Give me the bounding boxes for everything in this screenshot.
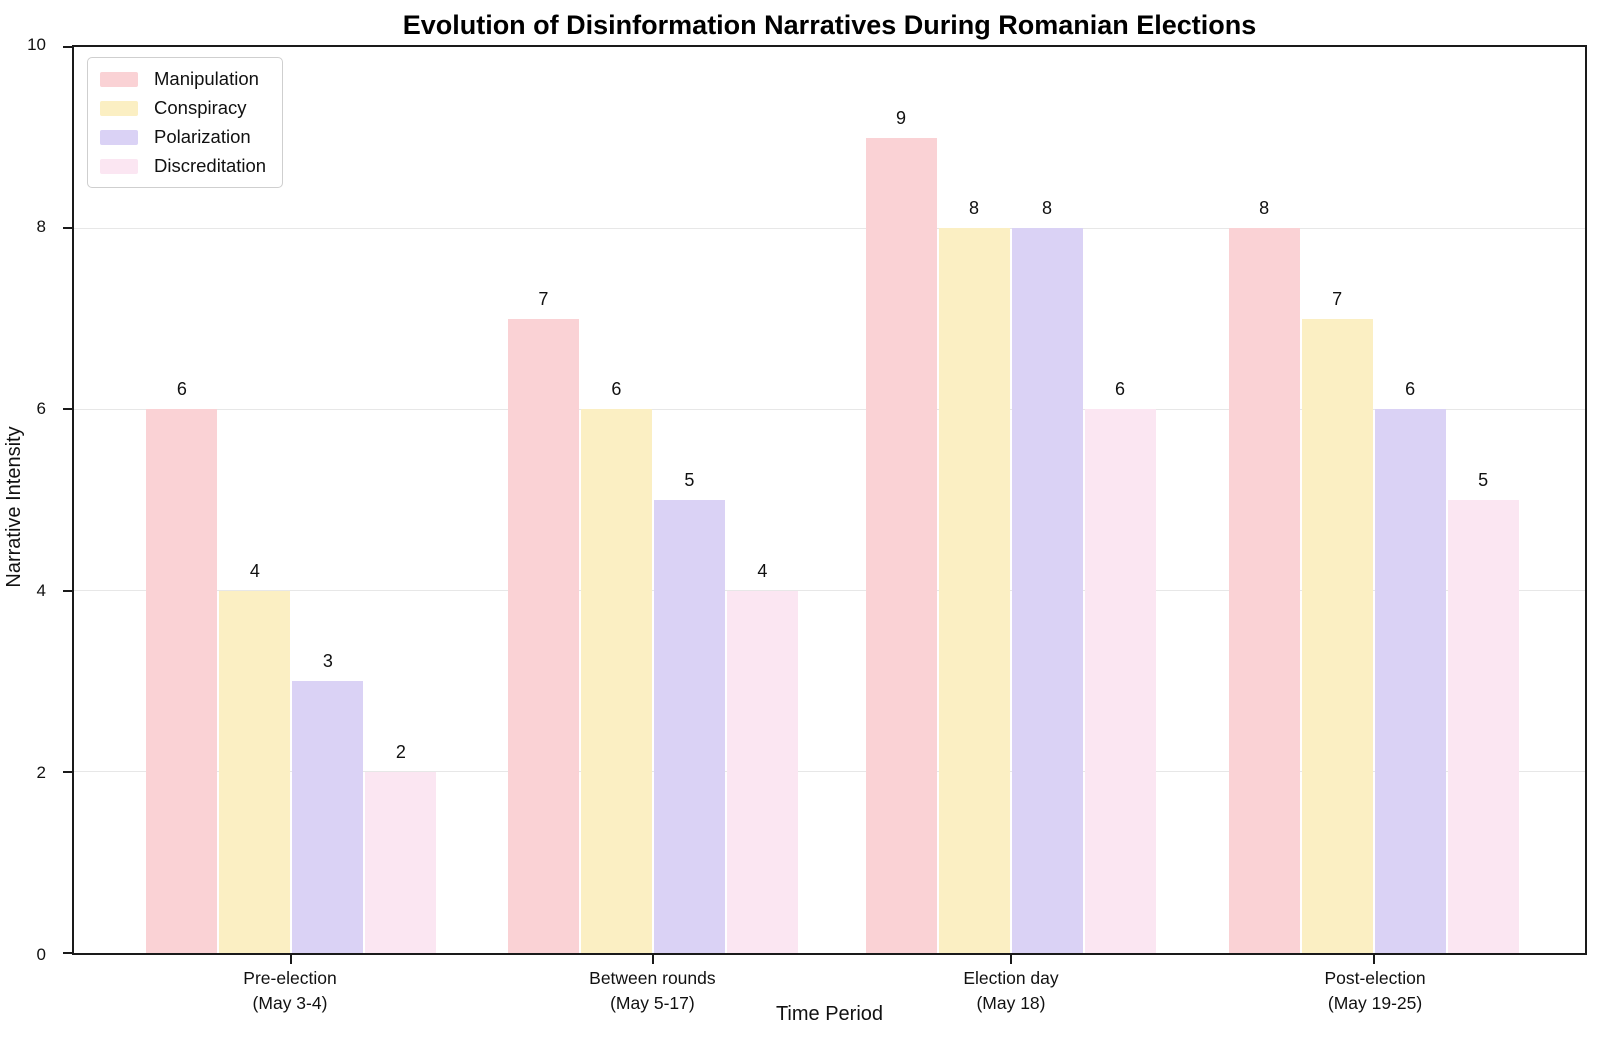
bar-fill — [1084, 409, 1156, 953]
bar-polarization-0: 3 — [292, 651, 364, 953]
legend-label: Polarization — [154, 126, 251, 147]
bar-value-label: 6 — [1115, 379, 1126, 400]
bar-fill — [146, 409, 218, 953]
bar-fill — [938, 228, 1010, 953]
bar-discreditation-3: 5 — [1447, 470, 1519, 953]
x-tick-label-0: Pre-election (May 3-4) — [243, 968, 337, 1013]
chart-title: Evolution of Disinformation Narratives D… — [402, 10, 1257, 40]
bar-value-label: 2 — [395, 741, 406, 762]
bar-value-label: 5 — [684, 470, 695, 490]
bar-fill — [507, 318, 579, 953]
bar-value-label: 3 — [322, 651, 333, 672]
y-tick-mark-4 — [63, 589, 72, 592]
y-tick-label-2: 2 — [36, 763, 46, 782]
bar-value-label: 8 — [1042, 198, 1053, 219]
x-tick-mark-3 — [1372, 955, 1375, 964]
x-axis-title: Time Period — [775, 1003, 884, 1025]
legend-swatch-polarization — [100, 129, 138, 145]
bar-fill — [1011, 228, 1083, 953]
bar-conspiracy-1: 6 — [580, 379, 652, 953]
bar-manipulation-0: 6 — [146, 379, 218, 953]
bar-conspiracy-2: 8 — [938, 198, 1010, 953]
bar-group-1: 7 6 5 4 — [507, 47, 798, 953]
x-tick-label-2: Election day (May 18) — [963, 968, 1059, 1013]
bar-value-label: 5 — [1478, 470, 1489, 490]
bar-polarization-1: 5 — [653, 470, 725, 953]
bar-fill — [365, 771, 437, 953]
bar-value-label: 4 — [757, 560, 768, 581]
legend-swatch-conspiracy — [100, 100, 138, 116]
x-tick-mark-1 — [651, 955, 654, 964]
bar-fill — [219, 590, 291, 953]
y-tick-label-6: 6 — [36, 399, 46, 418]
bar-fill — [1374, 409, 1446, 953]
bar-value-label: 6 — [176, 379, 187, 400]
gridline-y-6 — [74, 408, 1585, 410]
bar-conspiracy-3: 7 — [1301, 289, 1373, 953]
y-tick-mark-10 — [63, 46, 72, 48]
y-tick-label-0: 0 — [36, 945, 46, 964]
legend-item-conspiracy: Conspiracy — [100, 97, 266, 119]
y-tick-label-4: 4 — [36, 581, 46, 600]
bar-conspiracy-0: 4 — [219, 561, 291, 953]
bar-polarization-3: 6 — [1374, 379, 1446, 953]
bar-discreditation-1: 4 — [726, 561, 798, 953]
legend-swatch-manipulation — [100, 71, 138, 87]
gridline-y-8 — [74, 227, 1585, 229]
bar-fill — [292, 681, 364, 953]
bar-value-label: 8 — [969, 198, 980, 219]
bar-polarization-2: 8 — [1011, 198, 1083, 953]
y-tick-mark-6 — [63, 408, 72, 411]
bar-fill — [1228, 228, 1300, 953]
bar-fill — [1301, 318, 1373, 953]
legend-item-manipulation: Manipulation — [100, 68, 266, 90]
gridline-y-4 — [74, 590, 1585, 592]
y-axis-tick-labels: 0 2 4 6 8 10 — [0, 35, 62, 964]
bar-group-2: 9 8 8 6 — [865, 47, 1156, 953]
y-tick-mark-8 — [63, 227, 72, 230]
legend: Manipulation Conspiracy Polarization Discre… — [87, 57, 284, 188]
gridline-y-2 — [74, 771, 1585, 773]
bar-value-label: 9 — [896, 107, 907, 128]
legend-item-discreditation: Discreditation — [100, 155, 266, 177]
bar-value-label: 8 — [1259, 198, 1270, 219]
bar-group-3: 8 7 6 5 — [1228, 47, 1519, 953]
x-tick-mark-0 — [290, 955, 293, 964]
legend-label: Discreditation — [154, 155, 267, 176]
bar-value-label: 4 — [249, 560, 260, 581]
bar-fill — [1447, 500, 1519, 953]
plot-area: Manipulation Conspiracy Polarization Discre… — [63, 45, 1587, 964]
x-tick-mark-2 — [1009, 955, 1012, 964]
bar-value-label: 6 — [611, 379, 622, 400]
x-tick-label-1: Between rounds (May 5-17) — [589, 968, 716, 1013]
bar-group-0: 6 4 3 2 — [146, 47, 437, 953]
y-tick-label-10: 10 — [27, 35, 46, 54]
bar-value-label: 7 — [538, 288, 549, 309]
y-tick-label-8: 8 — [36, 217, 46, 236]
bar-value-label: 6 — [1405, 379, 1416, 400]
x-tick-label-3: Post-election (May 19-25) — [1324, 968, 1426, 1013]
bar-manipulation-2: 9 — [865, 108, 937, 953]
bar-value-label: 7 — [1332, 288, 1343, 309]
legend-swatch-discreditation — [100, 158, 138, 174]
bar-discreditation-0: 2 — [365, 742, 437, 953]
bar-manipulation-1: 7 — [507, 289, 579, 953]
legend-label: Manipulation — [154, 68, 259, 89]
bar-fill — [865, 137, 937, 953]
x-axis-tick-labels: Pre-election (May 3-4) Between rounds (May … — [72, 966, 1587, 1022]
y-tick-mark-0 — [63, 952, 72, 954]
bar-discreditation-2: 6 — [1084, 379, 1156, 953]
bar-fill — [726, 590, 798, 953]
bar-fill — [653, 500, 725, 953]
legend-label: Conspiracy — [154, 97, 247, 118]
legend-item-polarization: Polarization — [100, 126, 266, 148]
bar-fill — [580, 409, 652, 953]
bar-manipulation-3: 8 — [1228, 198, 1300, 953]
y-tick-mark-2 — [63, 770, 72, 773]
